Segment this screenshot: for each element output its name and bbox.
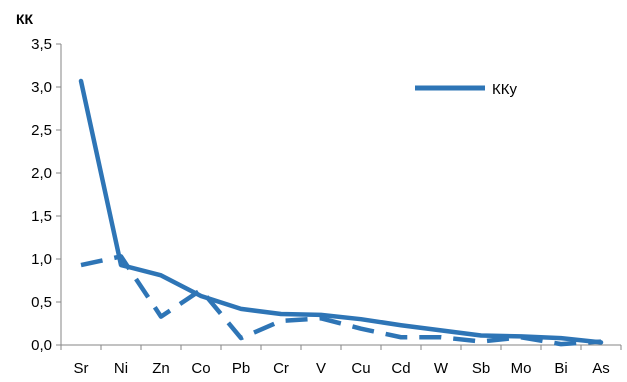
legend-label-kku: ККу: [492, 81, 517, 98]
y-tick-label: 2,5: [31, 122, 52, 139]
x-tick-label: Mo: [511, 360, 532, 377]
legend: ККу: [415, 81, 517, 98]
y-axis-title: КК: [16, 11, 34, 27]
x-tick-label: Sb: [472, 360, 490, 377]
x-tick-label: Co: [191, 360, 210, 377]
y-tick-label: 0,0: [31, 337, 52, 354]
x-tick-label: Zn: [152, 360, 170, 377]
x-tick-label: Cr: [273, 360, 289, 377]
y-tick-label: 3,0: [31, 79, 52, 96]
x-tick-label: Pb: [232, 360, 250, 377]
series-line-dashed: [80, 254, 602, 347]
x-tick-label: Bi: [554, 360, 567, 377]
y-tick-label: 1,0: [31, 251, 52, 268]
x-tick-label: Cd: [391, 360, 410, 377]
x-tick-label: V: [316, 360, 326, 377]
x-tick-label: Sr: [74, 360, 89, 377]
x-tick-label: Ni: [114, 360, 128, 377]
y-tick-label: 1,5: [31, 208, 52, 225]
y-tick-label: 0,5: [31, 294, 52, 311]
x-tick-label: As: [592, 360, 610, 377]
y-tick-label: 3,5: [31, 36, 52, 53]
x-tick-label: W: [434, 360, 449, 377]
x-tick-label: Cu: [351, 360, 370, 377]
series-line-kku: [78, 78, 604, 345]
y-tick-label: 2,0: [31, 165, 52, 182]
